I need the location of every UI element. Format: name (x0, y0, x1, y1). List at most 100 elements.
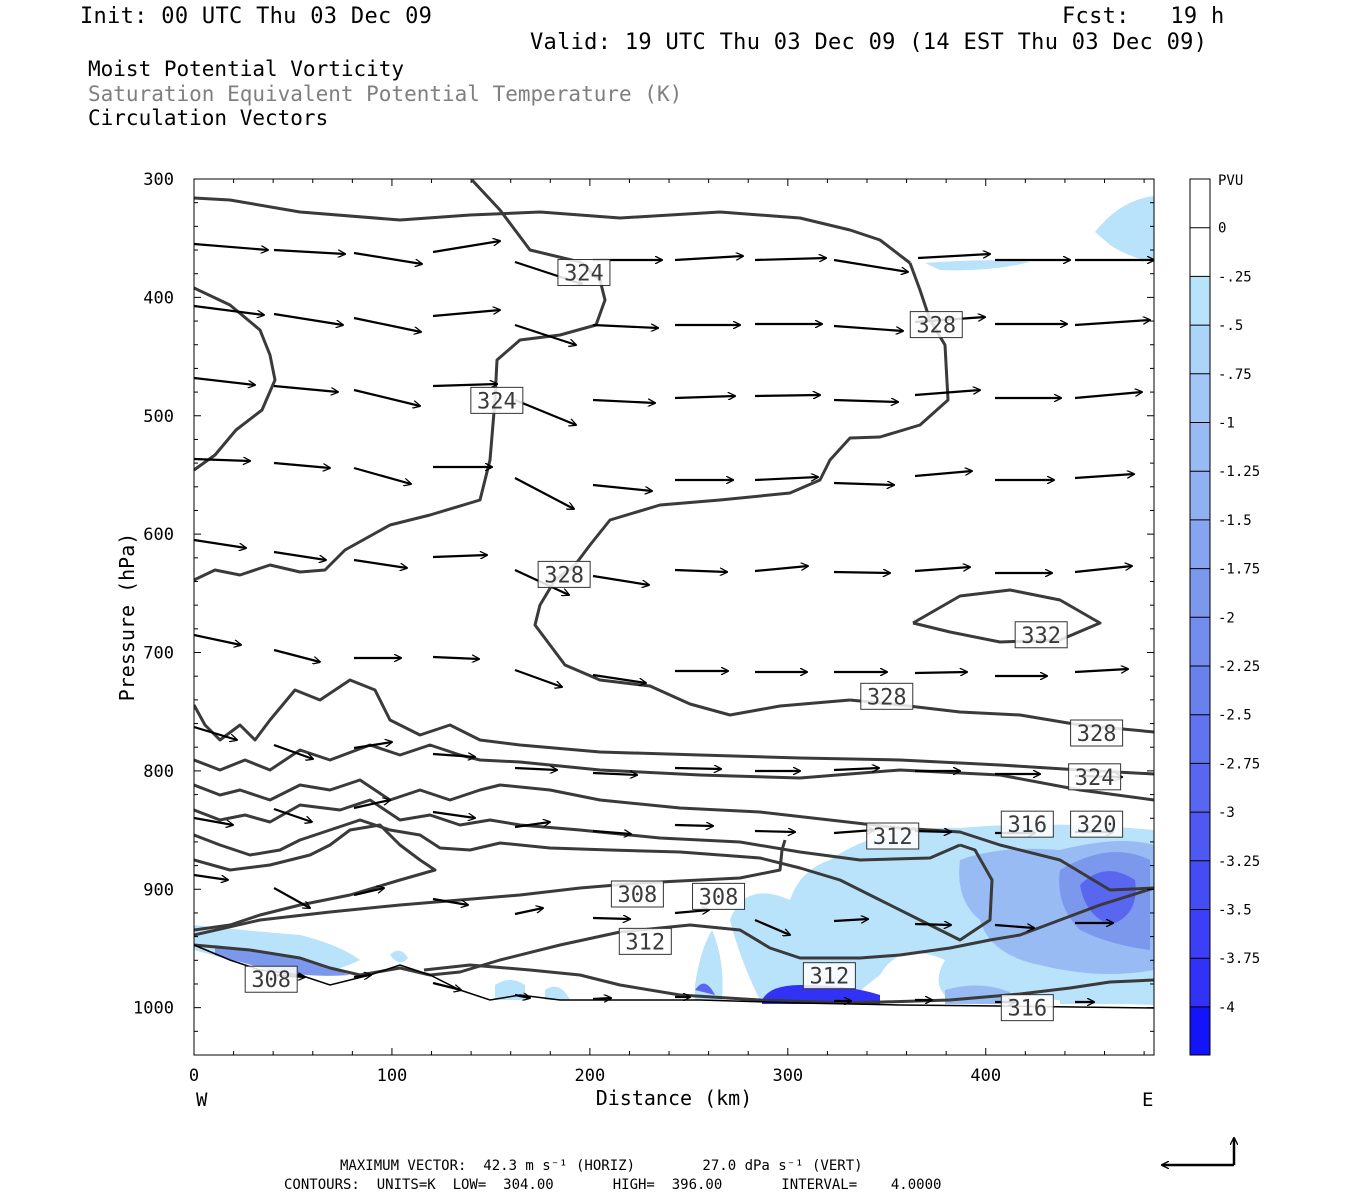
colorbar-label: -1.5 (1218, 513, 1252, 529)
vector-arrow (273, 461, 330, 468)
vector-arrow (833, 400, 898, 402)
colorbar-swatch (1190, 568, 1210, 618)
theta-contour (470, 179, 607, 401)
contour-label: 332 (1021, 624, 1061, 649)
colorbar-label: -2.25 (1218, 659, 1260, 675)
contour-label: 308 (618, 883, 658, 908)
colorbar-swatch (1190, 617, 1210, 666)
vector-arrow (353, 251, 422, 264)
y-tick-label: 1000 (133, 999, 174, 1019)
contour-label: 312 (810, 965, 850, 990)
theta-contour (194, 196, 911, 265)
theta-contours (194, 179, 1154, 1009)
contour-label: 316 (1007, 997, 1047, 1022)
vector-arrow (674, 910, 709, 913)
theta-contour (194, 798, 961, 862)
vector-arrow (914, 567, 970, 573)
theta-contour (849, 978, 1154, 1005)
vector-arrow (194, 459, 250, 461)
vector-arrow (432, 754, 475, 757)
vector-arrow (754, 831, 795, 832)
vector-arrow (273, 550, 326, 560)
plot-frame (193, 178, 1155, 1056)
vector-arrow (432, 384, 497, 386)
contour-label-box (244, 965, 298, 993)
colorbar-label: -.25 (1218, 269, 1252, 285)
colorbar-swatch (1190, 373, 1210, 423)
vector-arrow (592, 483, 652, 491)
vector-arrow (592, 673, 646, 683)
vector-arrow (914, 471, 972, 478)
vector-arrow (833, 919, 868, 921)
colorbar-label: -1 (1218, 416, 1235, 432)
vector-arrow (353, 466, 411, 484)
vector-arrow (914, 831, 951, 832)
vector-arrow (592, 773, 637, 775)
contour-label-box (1000, 810, 1054, 838)
vector-arrow (754, 395, 820, 396)
contour-label-box (1070, 810, 1124, 838)
vector-arrow (833, 572, 890, 573)
contour-label-box (557, 259, 611, 287)
x-tick-label: 300 (772, 1066, 803, 1086)
init-time: Init: 00 UTC Thu 03 Dec 09 (80, 4, 433, 29)
y-tick-label: 500 (143, 407, 174, 427)
vector-arrow (194, 816, 233, 825)
contour-label: 328 (544, 563, 584, 588)
theta-contour (194, 778, 1154, 892)
circulation-vectors (194, 241, 1154, 1002)
theta-contour (194, 886, 1154, 977)
pv-region (215, 945, 350, 976)
west-label: W (196, 1089, 208, 1111)
vector-arrow (432, 555, 487, 557)
vector-arrow (273, 384, 338, 392)
y-tick-label: 900 (143, 880, 174, 900)
colorbar-swatch (1190, 763, 1210, 813)
pv-region (695, 983, 715, 995)
contour-label: 312 (625, 930, 665, 955)
vector-arrow (353, 742, 392, 750)
theta-contour (423, 963, 851, 1005)
contour-label-box (537, 560, 591, 588)
vector-arrow (194, 538, 246, 548)
y-tick-label: 600 (143, 525, 174, 545)
colorbar-label: -1.75 (1218, 562, 1260, 578)
theta-contour (194, 399, 497, 582)
vector-arrow (432, 897, 468, 905)
colorbar-swatch (1190, 227, 1210, 277)
contour-label-box (909, 311, 963, 339)
vector-arrow (273, 887, 310, 908)
vector-arrow (514, 323, 576, 345)
east-label: E (1142, 1089, 1153, 1111)
contour-label-box (1014, 621, 1068, 649)
vector-arrow (833, 483, 894, 485)
vector-arrow (514, 768, 557, 770)
colorbar-label: -3.5 (1218, 903, 1252, 919)
vector-arrow (514, 477, 574, 509)
colorbar-swatch (1190, 325, 1210, 374)
vector-arrow (353, 800, 390, 810)
colorbar-label: -.75 (1218, 367, 1252, 383)
pv-region (925, 260, 1030, 271)
vector-arrow (273, 312, 343, 325)
vector-arrow (514, 908, 543, 916)
vector-arrow (592, 574, 649, 585)
theta-contour (533, 262, 950, 717)
y-tick-label: 400 (143, 288, 174, 308)
vector-arrow (194, 633, 241, 645)
vector-arrow (914, 924, 951, 925)
contour-label-box (1000, 994, 1054, 1022)
vector-arrow (833, 324, 903, 331)
theta-contour (194, 839, 787, 937)
valid-time: Valid: 19 UTC Thu 03 Dec 09 (14 EST Thu … (530, 30, 1208, 55)
vector-arrow (353, 316, 421, 332)
colorbar: PVU 0 -.25 -.5 -.75 -1 -1.25 -1.5 -1.75 -2 -2.25 -2… (1189, 173, 1260, 1056)
x-axis-label: Distance (km) (596, 1086, 753, 1110)
colorbar-label: -4 (1218, 1000, 1235, 1016)
pv-region (390, 950, 408, 963)
vector-arrow (754, 918, 790, 935)
axes: 0 100 200 300 400 300 400 500 600 700 800 900 1000 Di… (115, 170, 1154, 1111)
vector-arrow (917, 254, 990, 260)
field-title-theta: Saturation Equivalent Potential Temperat… (88, 82, 683, 106)
